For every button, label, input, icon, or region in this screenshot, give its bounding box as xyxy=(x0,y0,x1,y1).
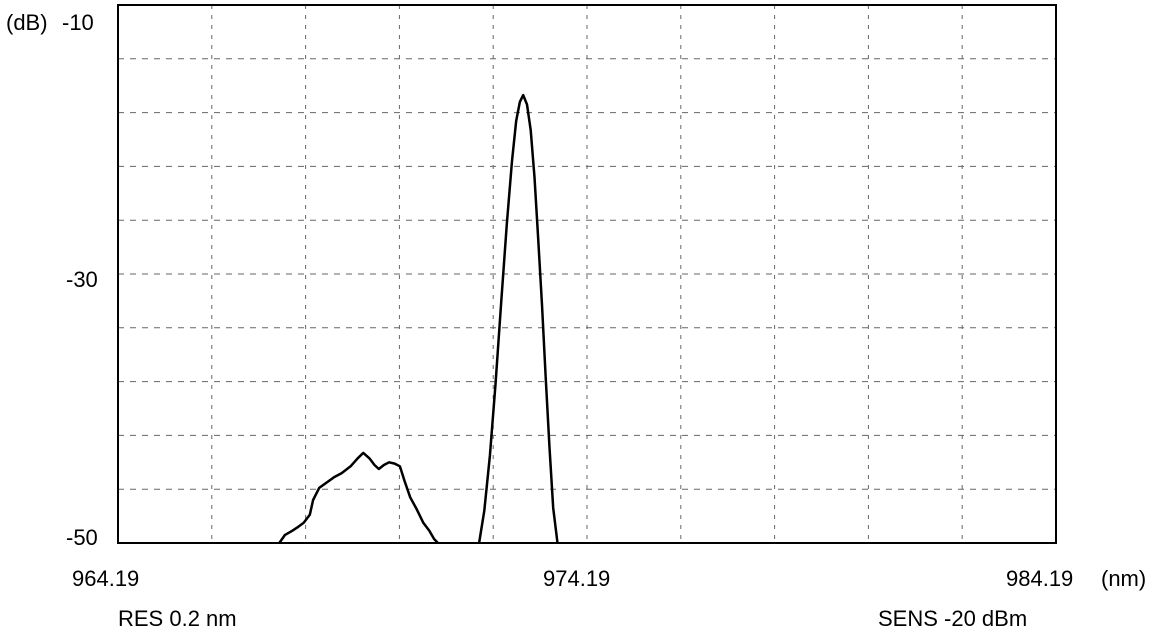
x-tick-label-left: 964.19 xyxy=(72,566,140,591)
y-tick-label-top: -10 xyxy=(62,10,94,35)
sensitivity-label: SENS -20 dBm xyxy=(878,606,1028,631)
x-tick-label-right: 984.19 xyxy=(1006,566,1074,591)
x-unit-label: (nm) xyxy=(1101,566,1147,591)
y-tick-label-bottom: -50 xyxy=(66,525,98,550)
grid xyxy=(118,5,1056,543)
y-unit-label: (dB) xyxy=(6,10,48,35)
spectrum-trace-2 xyxy=(477,93,559,544)
resolution-label: RES 0.2 nm xyxy=(118,606,237,631)
plot-frame xyxy=(117,4,1057,544)
spectrum-trace-1 xyxy=(278,451,439,544)
x-tick-label-mid: 974.19 xyxy=(543,566,611,591)
series-layer xyxy=(278,93,559,544)
y-tick-label-mid: -30 xyxy=(66,267,98,292)
